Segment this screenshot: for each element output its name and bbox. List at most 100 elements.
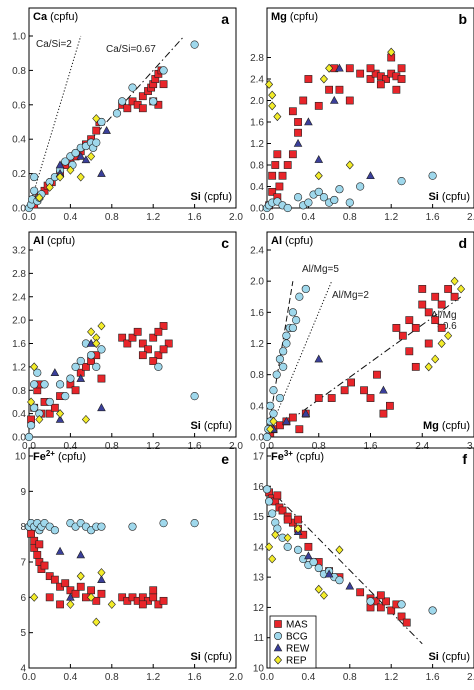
point-bcg [262,485,272,494]
point-bcg [97,345,106,354]
y-tick-label: 8 [20,522,26,533]
reference-line [28,35,82,209]
point-rew [81,155,91,164]
point-mas [82,362,90,371]
y-tick-label: 0.0 [12,433,26,444]
point-mas [278,506,287,515]
point-mas [159,80,168,89]
point-bcg [283,203,292,213]
x-axis-element: Si [190,420,200,432]
y-tick-label: 7 [20,558,26,569]
panel-letter: b [458,11,467,27]
point-mas [398,331,407,340]
point-mas [299,96,308,105]
y-tick-label: 4 [20,664,26,675]
y-tick-label: 2.4 [250,75,264,86]
point-rew [76,151,86,160]
point-mas [97,589,106,598]
point-rew [55,414,65,423]
y-axis-label: Ca (cpfu) [33,11,78,23]
reference-line [266,280,333,438]
point-mas [418,285,427,293]
point-mas [431,316,440,325]
legend-label: MAS [286,620,308,631]
point-mas [138,104,147,113]
point-bcg [335,185,344,194]
point-mas [356,69,365,78]
x-tick-label: 0.4 [63,672,77,683]
y-axis-unit: (cpfu) [47,235,75,247]
x-tick-label: 0.8 [105,672,119,683]
point-bcg [128,83,137,92]
ratio-line-label: Ca/Si=0.67 [106,44,156,55]
point-rew [50,368,60,377]
y-tick-label: 13 [253,573,265,584]
point-mas [133,327,142,336]
y-tick-label: 11 [254,633,265,644]
x-tick-label: 0.0 [22,672,36,683]
x-tick-label: 1.6 [364,441,378,452]
point-bcg [190,391,199,401]
point-mas [379,409,388,418]
point-mas [382,597,390,606]
point-bcg [71,148,80,158]
panel-letter: c [221,235,229,251]
plot-frame [28,231,237,438]
x-axis-element: Si [190,191,200,203]
x-axis-element: Si [428,191,438,203]
point-mas [340,386,349,395]
point-mas [294,118,302,126]
point-mas [373,370,381,379]
point-rep [45,182,54,192]
x-tick-label: 1.2 [146,212,160,223]
y-tick-label: 0.4 [12,409,26,420]
point-rew [293,138,303,147]
point-bcg [288,323,297,333]
reference-line [266,296,462,438]
point-rep [450,276,459,286]
y-tick-label: 2.8 [250,53,264,64]
panel-letter: a [221,11,229,27]
y-axis-unit: (cpfu) [285,235,313,247]
y-axis-label: Fe3+ (cpfu) [271,449,324,463]
y-axis-charge: 3+ [284,449,293,458]
point-bcg [159,66,168,75]
y-tick-label: 12 [253,603,265,614]
point-mas [159,596,168,605]
y-tick-label: 2.0 [250,277,264,288]
x-axis-label: Si (cpfu) [190,651,232,663]
x-axis-label: Mg (cpfu) [423,420,470,432]
point-bcg [71,362,80,371]
point-bcg [149,97,158,106]
point-rep [27,397,36,407]
point-mas [128,333,137,342]
y-tick-label: 1.6 [12,339,26,350]
point-mas [92,596,101,605]
point-mas [164,339,173,348]
point-bcg [112,109,122,118]
y-axis-element: Fe [33,451,46,463]
point-bcg [190,40,199,49]
point-rep [335,545,344,555]
point-rep [97,568,106,578]
point-mas [397,75,406,83]
point-bcg [45,397,54,407]
point-bcg [154,362,163,371]
point-bcg [275,354,285,364]
point-rep [444,331,453,341]
point-rep [319,74,328,84]
point-rep [92,339,101,348]
point-mas [56,600,64,609]
point-mas [397,612,406,621]
point-rew [76,550,86,559]
point-bcg [128,522,137,531]
point-mas [61,579,70,588]
point-bcg [92,138,101,147]
point-mas [92,126,101,135]
panel-d: 0.0 0.8 1.6 2.4 3.2 0.0 0.4 0.8 1.2 1.6 2.0 2.4 Al/M… [250,231,474,452]
y-tick-label: 5 [20,628,26,639]
legend-marker-rew [273,643,283,652]
point-rep [30,362,39,372]
point-mas [45,593,54,602]
